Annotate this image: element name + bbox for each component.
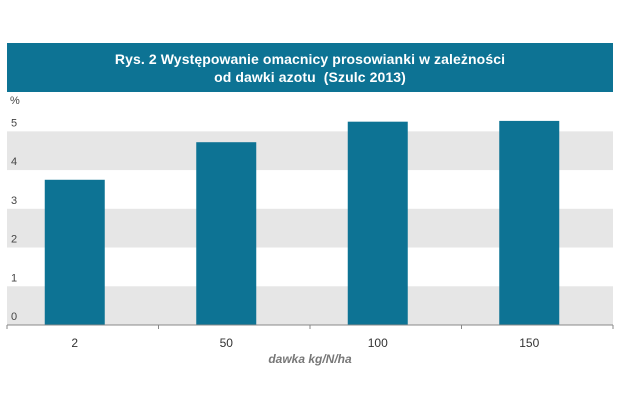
y-tick-label: 0 [11,311,17,323]
chart-title-band: Rys. 2 Występowanie omacnicy prosowianki… [7,43,613,92]
y-tick-label: 1 [11,272,17,284]
x-tick-marks [6,325,614,329]
bar-100 [347,121,408,325]
x-tick-label-2: 2 [71,336,78,350]
y-tick-label: 5 [11,117,17,129]
x-tick-label-100: 100 [368,336,388,350]
bar-150 [499,120,560,325]
bar-50 [196,142,257,325]
bars-group [44,120,560,325]
x-tick-labels: 2 50 100 150 [71,336,539,350]
y-axis-unit-label: % [10,95,20,107]
x-tick-label-50: 50 [220,336,234,350]
chart-title-line-2: od dawki azotu (Szulc 2013) [214,68,406,85]
bar-2 [44,179,105,325]
y-tick-label: 4 [11,156,17,168]
x-axis-title: dawka kg/N/ha [268,352,352,366]
y-tick-label: 3 [11,195,17,207]
y-tick-labels: 0 1 2 3 4 5 [11,117,17,323]
y-tick-label: 2 [11,234,17,246]
x-tick-label-150: 150 [519,336,539,350]
chart-title-line-1: Rys. 2 Występowanie omacnicy prosowianki… [114,50,506,67]
